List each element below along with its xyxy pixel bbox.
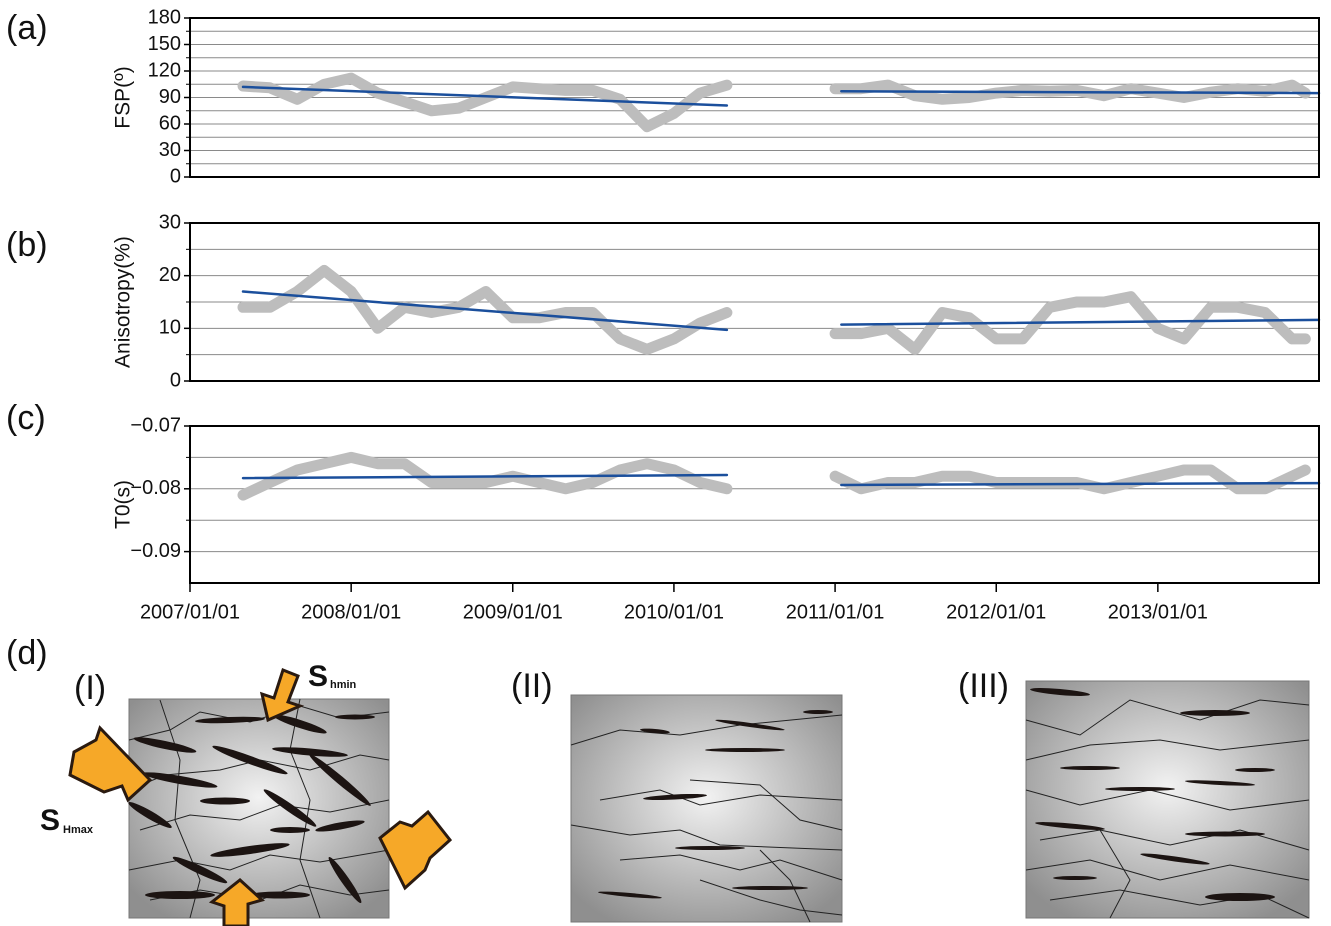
panel-label: (III) bbox=[958, 667, 1009, 705]
rock-block bbox=[1025, 680, 1310, 919]
panel-label: (I) bbox=[74, 669, 106, 707]
y-tick-label: −0.09 bbox=[130, 540, 181, 562]
plot-frame bbox=[189, 425, 1320, 584]
trend-line bbox=[840, 481, 1321, 487]
stress-symbol: S bbox=[308, 660, 328, 693]
panel-label: (d) bbox=[6, 634, 48, 672]
y-tick-label: 0 bbox=[170, 165, 181, 187]
stress-symbol: S bbox=[40, 804, 60, 837]
data-line bbox=[237, 264, 733, 355]
stress-subscript: hmin bbox=[330, 679, 357, 691]
grains bbox=[598, 710, 833, 899]
data-line bbox=[829, 464, 1311, 495]
trend-line bbox=[241, 85, 729, 107]
y-tick-label: 20 bbox=[159, 264, 181, 286]
x-tick-label: 2011/01/01 bbox=[786, 601, 885, 623]
x-tick-label: 2009/01/01 bbox=[463, 601, 563, 623]
panel-label: (a) bbox=[6, 9, 48, 47]
y-tick-label: 90 bbox=[159, 86, 181, 108]
grains bbox=[128, 714, 375, 904]
y-tick-label: 10 bbox=[159, 317, 181, 339]
stress-arrows bbox=[68, 668, 453, 926]
panel-label: (II) bbox=[511, 667, 553, 705]
y-tick-label: −0.07 bbox=[130, 414, 181, 436]
x-tick-label: 2013/01/01 bbox=[1108, 601, 1208, 623]
x-tick-label: 2010/01/01 bbox=[624, 601, 724, 623]
y-axis-label: T0(s) bbox=[112, 480, 135, 529]
x-tick-label: 2008/01/01 bbox=[301, 601, 401, 623]
stress-subscript: Hmax bbox=[63, 824, 94, 836]
panel-label: (c) bbox=[6, 399, 46, 437]
y-tick-label: 120 bbox=[148, 59, 181, 81]
data-line bbox=[237, 451, 733, 501]
panel-label: (b) bbox=[6, 226, 48, 264]
y-tick-label: 150 bbox=[148, 33, 181, 55]
x-tick-label: 2012/01/01 bbox=[946, 601, 1046, 623]
plot-frame bbox=[189, 222, 1320, 382]
diagram: (d) (I) (II) (III) bbox=[6, 634, 1310, 926]
rock-block bbox=[570, 694, 843, 923]
charts: 0 30 60 90 120 150 180 (a) FSP(º) 0 10 20 30 (b) Aniso… bbox=[6, 6, 1321, 623]
data-line bbox=[237, 72, 733, 133]
y-tick-label: 0 bbox=[170, 369, 181, 391]
y-tick-label: 60 bbox=[159, 112, 181, 134]
plot-frame bbox=[189, 17, 1320, 178]
data-line bbox=[829, 291, 1311, 355]
cracks bbox=[570, 714, 843, 923]
y-axis-label: Anisotropy(%) bbox=[112, 236, 135, 368]
plot-area bbox=[190, 426, 1319, 583]
y-axis-label: FSP(º) bbox=[112, 66, 135, 129]
trend-line bbox=[241, 290, 729, 332]
data-line bbox=[829, 79, 1311, 105]
trend-line bbox=[840, 318, 1321, 326]
trend-line bbox=[840, 90, 1321, 95]
y-tick-label: 180 bbox=[148, 6, 181, 28]
trend-line bbox=[241, 473, 729, 480]
y-tick-label: 30 bbox=[159, 211, 181, 233]
grains bbox=[1030, 688, 1275, 901]
x-tick-label: 2007/01/01 bbox=[140, 601, 240, 623]
y-tick-label: 30 bbox=[159, 139, 181, 161]
y-tick-label: −0.08 bbox=[130, 477, 181, 499]
